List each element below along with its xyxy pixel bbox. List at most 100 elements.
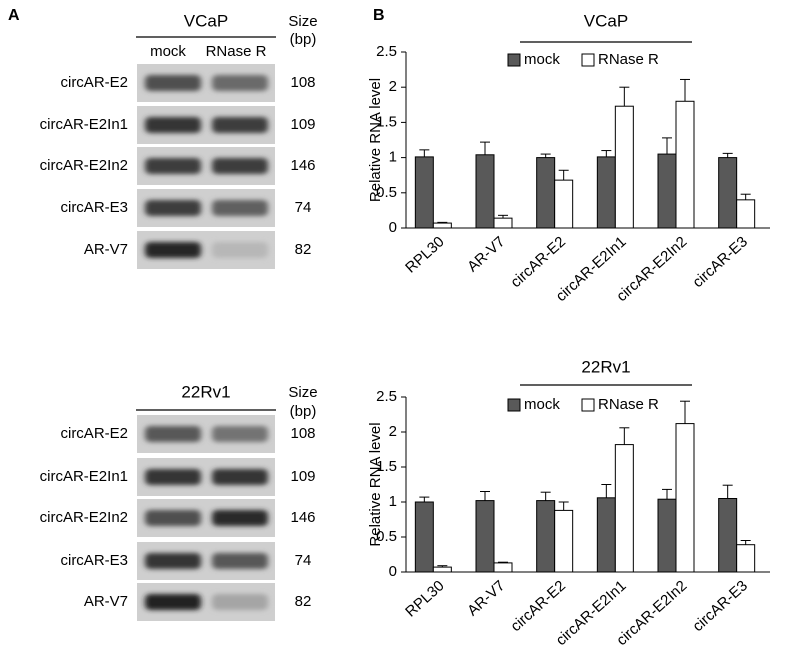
gel-band [145, 426, 201, 442]
y-tick-label: 2.5 [376, 388, 397, 405]
band-size: 146 [290, 157, 315, 174]
y-tick-label: 2.5 [376, 43, 397, 60]
bar [493, 562, 513, 573]
x-tick-label: AR-V7 [464, 577, 508, 619]
gel-band [145, 75, 201, 91]
y-tick-label: 0 [389, 219, 397, 236]
gel-band [212, 426, 268, 442]
bar [736, 199, 756, 229]
size-header: Size [288, 384, 317, 401]
y-tick-label: 2 [389, 78, 397, 95]
y-tick-label: 2 [389, 423, 397, 440]
legend-swatch [507, 53, 521, 67]
gel-band [212, 469, 268, 485]
band-size: 108 [290, 425, 315, 442]
bar [736, 544, 756, 573]
panel-label: B [373, 7, 385, 24]
gel-band [145, 117, 201, 133]
band-size: 109 [290, 468, 315, 485]
band-name: circAR-E3 [60, 199, 128, 216]
band-name: circAR-E3 [60, 552, 128, 569]
x-tick-label: RPL30 [402, 233, 447, 276]
bar [675, 423, 695, 573]
size-header: (bp) [290, 31, 317, 48]
y-tick-label: 1.5 [376, 458, 397, 475]
y-tick-label: 0.5 [376, 184, 397, 201]
band-size: 74 [295, 552, 312, 569]
bar [475, 500, 495, 573]
gel-band [212, 594, 268, 610]
bar [536, 500, 556, 573]
legend-label: RNase R [598, 51, 659, 68]
bar [554, 179, 574, 229]
bar [432, 566, 452, 573]
y-tick-label: 1.5 [376, 113, 397, 130]
y-tick-label: 1 [389, 493, 397, 510]
band-size: 74 [295, 199, 312, 216]
gel-band [212, 75, 268, 91]
gel-band [212, 117, 268, 133]
chart-title: VCaP [584, 11, 628, 30]
band-size: 82 [295, 593, 312, 610]
gel-band [145, 469, 201, 485]
legend-swatch [507, 398, 521, 412]
gel-band [145, 242, 201, 258]
bar [596, 497, 616, 573]
gel-title: 22Rv1 [181, 382, 230, 401]
x-tick-label: circAR-E2 [507, 577, 569, 635]
bar [718, 498, 738, 573]
bar [475, 154, 495, 229]
band-size: 82 [295, 241, 312, 258]
x-tick-label: circAR-E3 [689, 577, 751, 635]
band-name: circAR-E2In2 [40, 509, 128, 526]
bar [657, 153, 677, 229]
bar [596, 156, 616, 229]
lane-label: RNase R [206, 43, 267, 60]
bar [493, 217, 513, 229]
band-name: circAR-E2 [60, 425, 128, 442]
gel-band [145, 594, 201, 610]
gel-band [145, 510, 201, 526]
x-tick-label: AR-V7 [464, 233, 508, 275]
y-axis-label: Relative RNA level [367, 422, 384, 546]
gel-band [212, 200, 268, 216]
bar [675, 100, 695, 229]
x-tick-label: RPL30 [402, 577, 447, 620]
size-header: (bp) [290, 403, 317, 420]
legend-swatch [581, 398, 595, 412]
bar [614, 444, 634, 573]
legend-swatch [581, 53, 595, 67]
x-tick-label: circAR-E3 [689, 233, 751, 291]
gel-band [145, 200, 201, 216]
band-size: 108 [290, 74, 315, 91]
legend-label: mock [524, 51, 560, 68]
x-tick-label: circAR-E2 [507, 233, 569, 291]
gel-band [212, 553, 268, 569]
bar [657, 498, 677, 573]
bar [414, 156, 434, 229]
gel-band [145, 158, 201, 174]
legend-label: mock [524, 396, 560, 413]
y-tick-label: 0 [389, 563, 397, 580]
bar [536, 157, 556, 229]
gel-band [145, 553, 201, 569]
chart-title: 22Rv1 [581, 357, 630, 376]
band-name: circAR-E2In2 [40, 157, 128, 174]
band-name: AR-V7 [84, 241, 128, 258]
band-size: 146 [290, 509, 315, 526]
size-header: Size [288, 13, 317, 30]
band-name: AR-V7 [84, 593, 128, 610]
band-name: circAR-E2 [60, 74, 128, 91]
bar [554, 509, 574, 573]
y-axis-label: Relative RNA level [367, 78, 384, 202]
panel-label: A [8, 7, 20, 24]
gel-band [212, 158, 268, 174]
gel-band [212, 510, 268, 526]
bar [718, 157, 738, 229]
y-tick-label: 1 [389, 149, 397, 166]
band-size: 109 [290, 116, 315, 133]
y-tick-label: 0.5 [376, 528, 397, 545]
gel-title: VCaP [184, 11, 228, 30]
bar [614, 105, 634, 229]
